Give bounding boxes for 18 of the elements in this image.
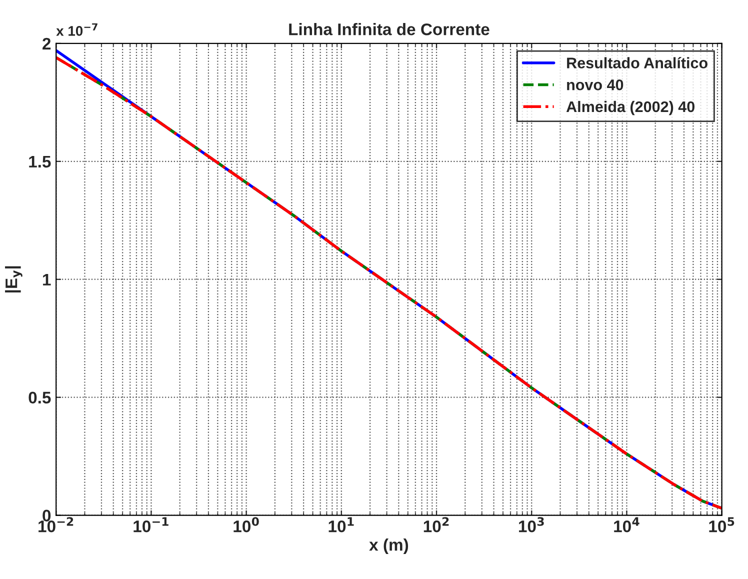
legend-label: Resultado Analítico [567,57,708,68]
x-tick-label: 10$^{5}$ [709,517,734,532]
x-tick-label: 10$^{2}$ [424,517,449,532]
y-tick-label: 1.5 [29,156,51,168]
text: x 10$^{−7}$ [56,23,98,36]
chart-title: Linha Infinita de Corrente [289,23,490,36]
x-tick-label: 10$^{4}$ [614,517,640,532]
x-tick-label: 10$^{−1}$ [134,517,168,532]
y-tick-label: 1 [43,274,51,286]
x-tick-label: 10$^{0}$ [234,517,259,532]
y-tick-label: 2 [42,38,51,50]
x-tick-label: 10$^{3}$ [518,517,544,532]
y-tick-label: 0.5 [28,392,51,404]
x-tick-label: 10$^{1}$ [328,517,354,532]
legend-label: Almeida (2002) 40 [566,100,694,116]
legend-label: novo 40 [567,79,624,90]
x-axis-title: x (m) [369,538,408,554]
y-axis-title: |E$_{y}$| [5,266,22,292]
